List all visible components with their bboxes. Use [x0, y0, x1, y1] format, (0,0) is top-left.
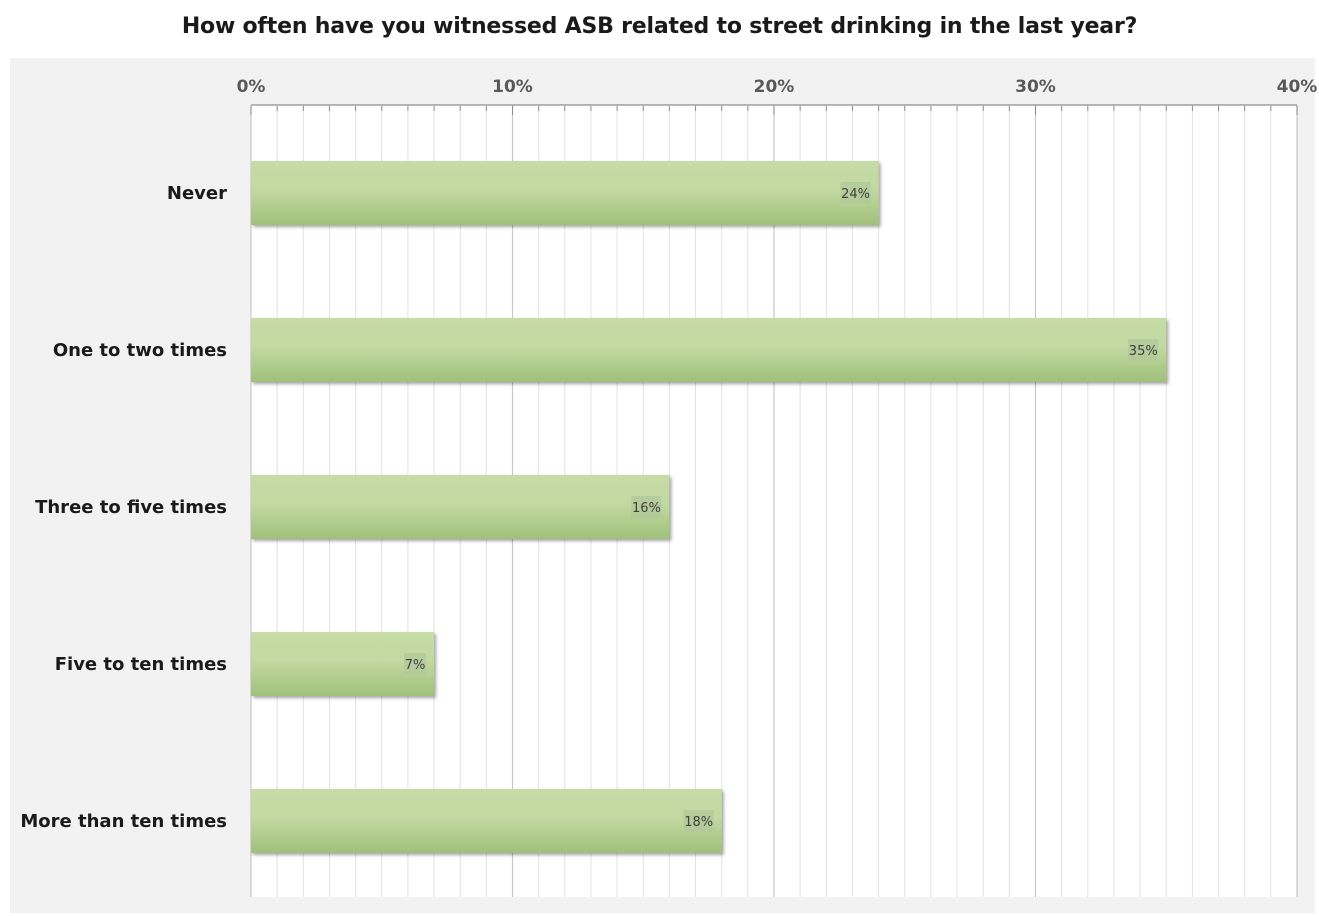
chart-title: How often have you witnessed ASB related…: [181, 14, 1138, 39]
data-label-box: [1128, 339, 1159, 361]
x-tick-label: 0%: [237, 77, 266, 97]
data-label: 35%: [1129, 344, 1158, 359]
data-label: 24%: [841, 187, 870, 202]
bars: 24% 35% 16% 7% 18%: [251, 161, 1167, 853]
bar: [251, 318, 1167, 382]
bar: [251, 789, 722, 853]
data-label: 7%: [405, 658, 426, 673]
category-labels: Never One to two times Three to five times…: [20, 183, 227, 832]
x-tick-label: 20%: [754, 77, 795, 97]
data-label: 18%: [684, 815, 713, 830]
category-label: Never: [167, 183, 227, 204]
category-label: More than ten times: [20, 811, 227, 832]
data-label-box: [683, 810, 714, 832]
category-label: Five to ten times: [55, 654, 227, 675]
data-label-box: [631, 496, 662, 518]
x-tick-label: 40%: [1277, 77, 1318, 97]
x-axis: 0% 10% 20% 30% 40%: [237, 77, 1318, 115]
data-label-box: [404, 653, 427, 675]
bar: [251, 632, 435, 696]
data-label-box: [840, 182, 871, 204]
x-tick-label: 10%: [492, 77, 533, 97]
bar: [251, 475, 670, 539]
bar: [251, 161, 879, 225]
category-label: One to two times: [53, 340, 227, 361]
x-tick-label: 30%: [1015, 77, 1056, 97]
category-label: Three to five times: [35, 497, 227, 518]
data-label: 16%: [632, 501, 661, 516]
